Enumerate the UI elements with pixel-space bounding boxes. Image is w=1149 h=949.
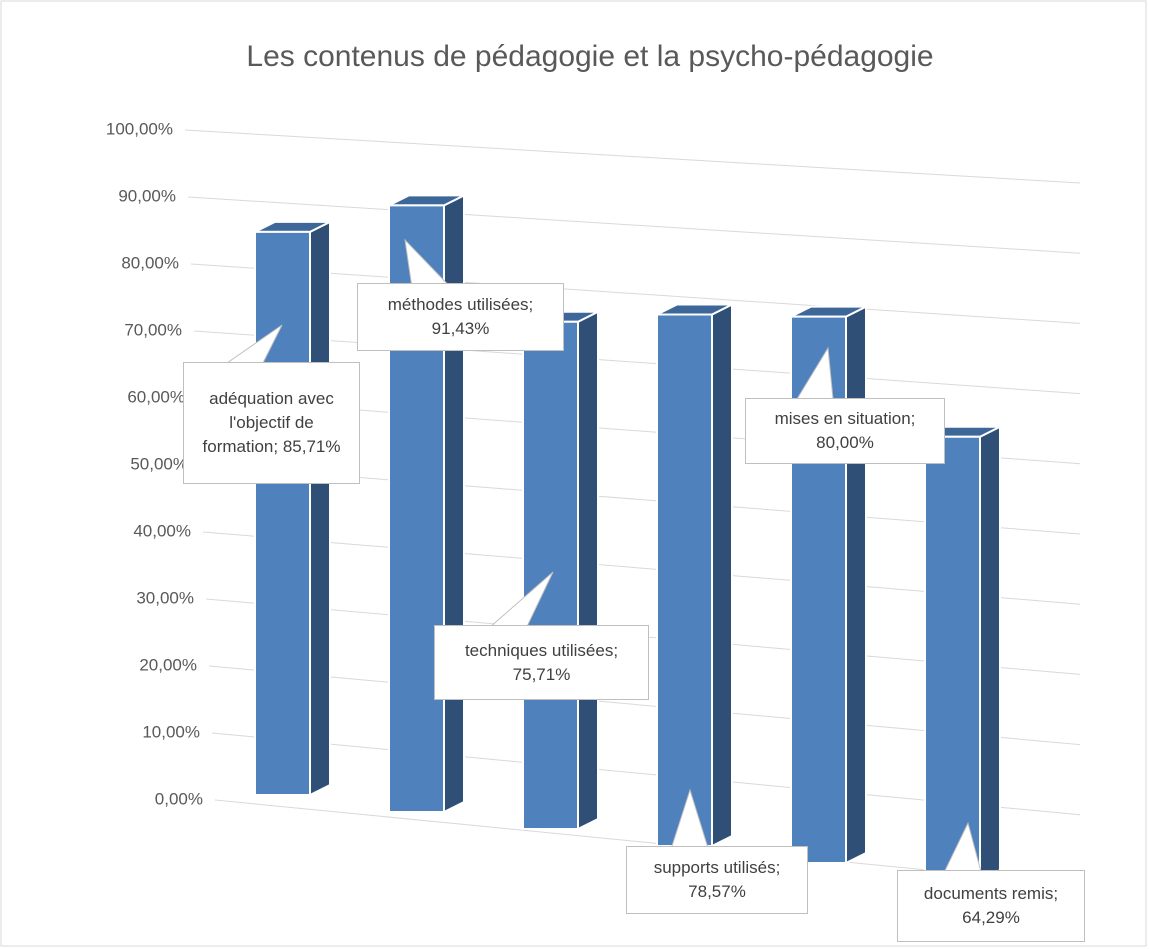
- bar-side: [577, 310, 599, 831]
- bar: [924, 425, 1001, 882]
- bar-side: [711, 302, 733, 848]
- bar-side: [845, 304, 867, 865]
- bar-front: [388, 204, 445, 813]
- bar-side: [309, 220, 331, 797]
- y-tick-label: 50,00%: [130, 454, 188, 473]
- chart-title: Les contenus de pédagogie et la psycho-p…: [246, 40, 933, 73]
- bar-side: [979, 425, 1001, 882]
- bar: [522, 310, 599, 831]
- y-tick-label: 20,00%: [139, 655, 197, 674]
- y-tick-label: 10,00%: [142, 722, 200, 741]
- y-tick-label: 100,00%: [106, 119, 173, 138]
- bar: [656, 302, 733, 848]
- data-label: adéquation avec l'objectif de formation;…: [183, 362, 360, 484]
- y-tick-label: 30,00%: [136, 588, 194, 607]
- data-label: mises en situation; 80,00%: [745, 398, 945, 464]
- grid-line: [187, 196, 1081, 254]
- data-label: supports utilisés; 78,57%: [626, 846, 808, 914]
- y-tick-label: 80,00%: [121, 253, 179, 272]
- data-label: techniques utilisées; 75,71%: [434, 625, 649, 700]
- y-tick-label: 90,00%: [118, 186, 176, 205]
- y-tick-label: 40,00%: [133, 521, 191, 540]
- y-tick-label: 70,00%: [124, 320, 182, 339]
- bar-front: [254, 230, 311, 796]
- grid-line: [184, 129, 1081, 184]
- grid-line: [193, 330, 1081, 395]
- y-tick-label: 60,00%: [127, 387, 185, 406]
- data-label: méthodes utilisées; 91,43%: [357, 283, 564, 351]
- bar: [254, 220, 331, 797]
- bar-front: [656, 313, 713, 847]
- y-tick-label: 0,00%: [155, 789, 203, 808]
- bar-front: [924, 435, 981, 881]
- data-label: documents remis; 64,29%: [897, 870, 1085, 942]
- grid-line: [190, 263, 1081, 324]
